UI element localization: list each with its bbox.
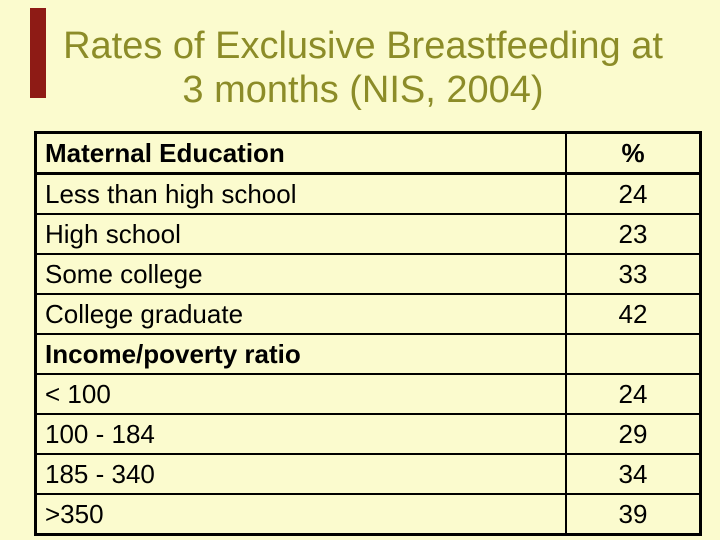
table-row: Income/poverty ratio xyxy=(34,333,702,375)
table-row: Maternal Education % xyxy=(34,131,702,175)
row-value-cell xyxy=(565,333,702,375)
slide-title-line2: 3 months (NIS, 2004) xyxy=(182,69,544,111)
row-value-cell: % xyxy=(565,131,702,175)
row-value-cell: 34 xyxy=(565,453,702,495)
row-label-cell: < 100 xyxy=(34,373,567,415)
row-label-cell: 100 - 184 xyxy=(34,413,567,455)
accent-bar xyxy=(30,8,46,98)
row-value-cell: 33 xyxy=(565,253,702,295)
table-row: < 100 24 xyxy=(34,373,702,415)
table-row: Less than high school 24 xyxy=(34,172,702,215)
table-row: >350 39 xyxy=(34,493,702,536)
data-table: Maternal Education % Less than high scho… xyxy=(34,131,702,536)
table-row: Some college 33 xyxy=(34,253,702,295)
row-label-cell: College graduate xyxy=(34,293,567,335)
row-value-cell: 39 xyxy=(565,493,702,536)
table-container: Maternal Education % Less than high scho… xyxy=(34,131,702,536)
table-row: 185 - 340 34 xyxy=(34,453,702,495)
row-value-cell: 29 xyxy=(565,413,702,455)
slide-title: Rates of Exclusive Breastfeeding at 3 mo… xyxy=(20,24,706,112)
row-label-cell: High school xyxy=(34,213,567,255)
slide-title-line1: Rates of Exclusive Breastfeeding at xyxy=(63,25,663,67)
row-value-cell: 23 xyxy=(565,213,702,255)
table-row: 100 - 184 29 xyxy=(34,413,702,455)
row-value-cell: 24 xyxy=(565,172,702,215)
row-label-cell: Income/poverty ratio xyxy=(34,333,567,375)
row-label-cell: >350 xyxy=(34,493,567,536)
table-row: High school 23 xyxy=(34,213,702,255)
row-value-cell: 42 xyxy=(565,293,702,335)
row-label-cell: Less than high school xyxy=(34,172,567,215)
row-label-cell: Maternal Education xyxy=(34,131,567,175)
row-value-cell: 24 xyxy=(565,373,702,415)
row-label-cell: 185 - 340 xyxy=(34,453,567,495)
table-row: College graduate 42 xyxy=(34,293,702,335)
row-label-cell: Some college xyxy=(34,253,567,295)
